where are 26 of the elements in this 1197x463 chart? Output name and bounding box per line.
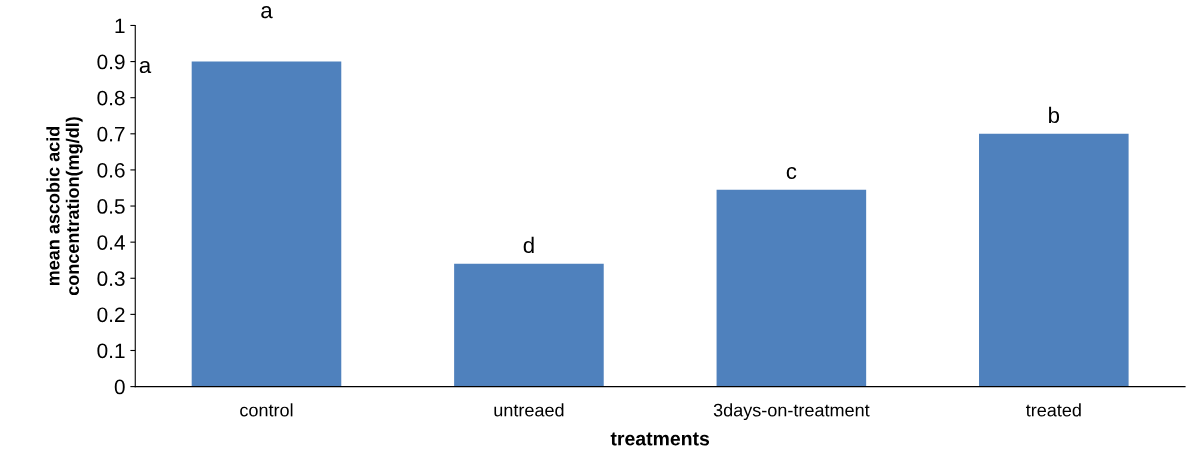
bar bbox=[716, 189, 867, 387]
y-tick-label: 0.1 bbox=[97, 343, 125, 359]
y-tick-label: 1 bbox=[115, 18, 125, 34]
x-tick-label: 3days-on-treatment bbox=[713, 403, 870, 421]
y-tick-label: 0.6 bbox=[97, 162, 125, 178]
bar bbox=[191, 61, 342, 387]
annotation: b bbox=[1049, 106, 1060, 124]
annotation: a bbox=[139, 60, 152, 74]
y-tick-label: 0.4 bbox=[97, 235, 125, 250]
y-axis-title: mean ascobic acid concentration(mg/dl) bbox=[46, 117, 83, 296]
y-tick-label: 0.5 bbox=[97, 199, 125, 214]
x-tick-label: treated bbox=[1025, 403, 1081, 417]
annotation: c bbox=[786, 166, 797, 180]
y-tick-label: 0.9 bbox=[97, 54, 125, 70]
y-tick-label: 0.7 bbox=[97, 126, 125, 142]
text: a bbox=[261, 6, 273, 19]
x-axis-title: treatments bbox=[610, 432, 710, 446]
x-tick-label: untreaed bbox=[494, 403, 564, 417]
bar bbox=[979, 133, 1129, 387]
x-tick-label: control bbox=[240, 403, 293, 417]
y-tick-label: 0.2 bbox=[97, 307, 125, 323]
bar bbox=[454, 263, 604, 387]
y-tick-label: 0.8 bbox=[97, 90, 125, 106]
y-tick-label: 0.3 bbox=[97, 271, 125, 287]
annotation: d bbox=[523, 236, 534, 254]
y-tick-label: 0 bbox=[114, 379, 125, 395]
